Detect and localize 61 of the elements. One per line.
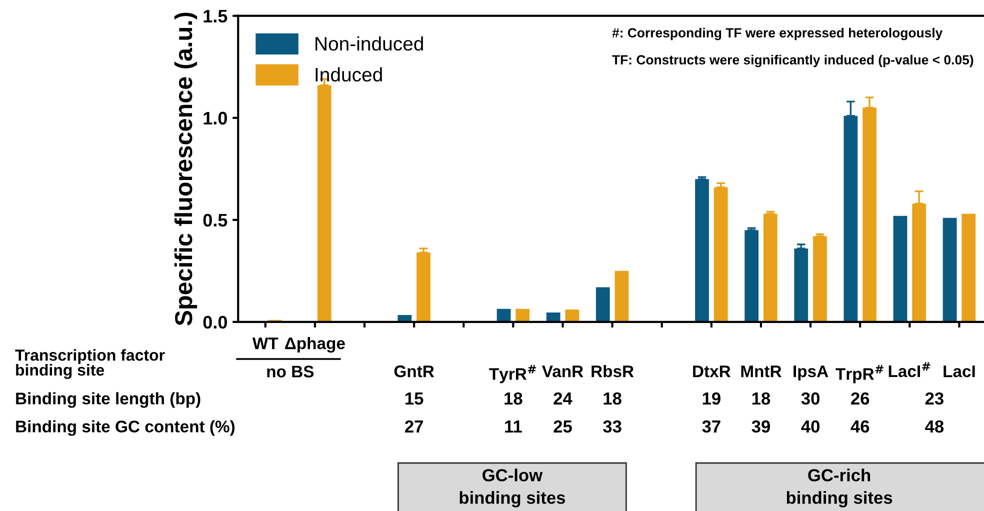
text: 26 — [851, 392, 870, 405]
annotation: TF: Constructs were significantly induced (p-value < 0.05) — [612, 54, 974, 68]
text: 30 — [801, 392, 820, 405]
y-tick-label: 1.0 — [204, 112, 227, 125]
y-axis-title: Specific fluorescence (a.u.) — [174, 12, 198, 326]
text: Binding site GC content (%) — [16, 420, 235, 436]
text: 33 — [603, 420, 622, 433]
bar — [942, 218, 957, 322]
bar — [714, 187, 728, 322]
text: 46 — [850, 420, 870, 433]
text: 25 — [554, 420, 572, 433]
bar — [893, 216, 908, 322]
x-tick-label: TrpR$^{#}$ — [836, 364, 884, 384]
bar — [416, 252, 430, 322]
bar — [546, 312, 560, 322]
legend-label: Induced — [316, 67, 382, 82]
y-tick-label: 0.5 — [203, 214, 228, 227]
text: 18 — [752, 392, 770, 405]
x-tick-label: TyrR$^{#}$ — [489, 364, 536, 384]
x-tick-label: LacI$^{#}$ — [888, 362, 930, 378]
text: 48 — [925, 420, 944, 433]
x-tick-label: GntR — [394, 365, 434, 378]
text: GC-rich binding sites — [786, 468, 892, 508]
legend-label: Non-induced — [316, 36, 423, 51]
x-tick-label: RbsR — [592, 364, 634, 378]
bar — [813, 236, 827, 322]
y-tick-label: 0.0 — [203, 316, 227, 329]
x-tick-label: Δphage — [285, 336, 345, 353]
text: 18 — [604, 392, 622, 405]
bar — [912, 204, 926, 322]
text: 27 — [405, 420, 423, 432]
x-tick-label: VanR — [542, 366, 584, 378]
text: 37 — [702, 420, 720, 433]
text: 39 — [752, 420, 770, 433]
x-tick-label: IpsA — [794, 366, 828, 381]
text: 23 — [925, 392, 944, 405]
text: Binding site length (bp) — [16, 392, 200, 408]
bar — [763, 214, 778, 322]
bar — [695, 179, 709, 322]
text: no BS — [267, 366, 314, 378]
x-tick-label: MntR — [741, 366, 782, 378]
annotation: #: Corresponding TF were expressed heterologously — [612, 28, 943, 40]
bar — [794, 248, 808, 322]
bar — [596, 287, 610, 322]
text: 19 — [702, 392, 720, 405]
text: 40 — [801, 420, 820, 433]
bar — [565, 309, 580, 322]
text: 15 — [406, 392, 424, 405]
text: 24 — [554, 392, 572, 404]
text: 11 — [505, 420, 522, 432]
text: Transcription factor binding site — [15, 349, 165, 379]
bar — [516, 308, 530, 322]
x-tick-label: DtxR — [693, 366, 731, 378]
bar — [614, 270, 629, 322]
x-tick-label: LacI — [944, 366, 975, 378]
text: GC-low binding sites — [460, 468, 566, 508]
y-tick-label: 1.5 — [204, 10, 228, 23]
text: 18 — [504, 392, 522, 405]
x-tick-label: WT — [252, 338, 278, 350]
bar — [744, 230, 759, 322]
bar — [962, 214, 976, 322]
